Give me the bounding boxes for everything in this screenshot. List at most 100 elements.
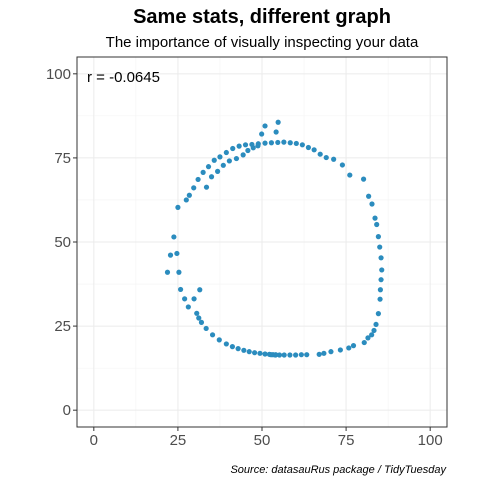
data-point	[377, 287, 383, 293]
data-point	[205, 164, 212, 170]
data-point	[346, 345, 352, 351]
data-point	[273, 352, 279, 358]
data-point	[347, 172, 353, 178]
data-point	[305, 144, 312, 151]
data-point	[208, 174, 215, 180]
data-point	[275, 119, 281, 125]
data-point	[281, 139, 287, 145]
data-point	[371, 327, 377, 334]
data-point	[337, 347, 343, 353]
data-point	[198, 319, 205, 325]
data-point	[178, 286, 184, 293]
data-point	[369, 332, 375, 338]
data-point	[317, 151, 323, 157]
data-point	[268, 140, 275, 146]
axis-ticks: 0 25 50 75 100 0 25 50 75 100	[46, 66, 443, 449]
data-point	[268, 352, 274, 358]
data-point	[191, 185, 197, 191]
data-point	[298, 352, 304, 358]
data-point	[375, 234, 381, 240]
data-point	[304, 352, 310, 358]
data-point	[175, 204, 181, 210]
data-point	[365, 335, 371, 341]
data-point	[242, 142, 249, 148]
data-point	[183, 197, 189, 203]
data-point	[252, 350, 258, 356]
data-point	[378, 277, 384, 283]
data-point	[230, 145, 236, 152]
data-point	[203, 184, 210, 190]
data-point	[331, 156, 337, 162]
data-point	[203, 325, 209, 332]
data-point	[194, 310, 200, 316]
data-point	[299, 142, 305, 148]
y-tick-label: 100	[46, 66, 71, 83]
data-point	[185, 304, 191, 310]
data-point	[220, 162, 226, 168]
data-point	[226, 158, 232, 164]
data-point	[293, 352, 299, 358]
data-point	[287, 140, 293, 146]
data-point	[293, 140, 299, 147]
data-point	[176, 269, 182, 275]
data-point	[217, 154, 223, 160]
data-point	[257, 350, 263, 356]
data-point	[245, 147, 251, 154]
data-point	[240, 152, 246, 158]
data-point	[378, 255, 384, 261]
data-point	[262, 140, 268, 146]
y-tick-label: 0	[63, 402, 71, 419]
data-point	[171, 234, 177, 240]
data-point	[182, 296, 188, 302]
data-point	[246, 349, 252, 355]
data-point	[375, 311, 381, 317]
data-point	[262, 123, 268, 129]
data-point	[369, 201, 375, 207]
data-point	[373, 321, 379, 328]
data-points	[164, 119, 385, 358]
data-point	[223, 341, 229, 347]
data-point	[241, 347, 247, 353]
data-point	[209, 332, 216, 338]
x-tick-label: 0	[90, 432, 98, 449]
data-point	[216, 337, 222, 343]
data-point	[255, 143, 261, 149]
chart-subtitle: The importance of visually inspecting yo…	[106, 34, 419, 51]
data-point	[372, 215, 378, 221]
x-tick-label: 75	[338, 432, 355, 449]
data-point	[323, 154, 329, 161]
data-point	[328, 349, 334, 355]
data-point	[275, 139, 281, 146]
data-point	[374, 221, 380, 228]
x-tick-label: 50	[254, 432, 271, 449]
data-point	[197, 287, 203, 293]
data-point	[211, 157, 217, 163]
data-point	[191, 296, 197, 302]
data-point	[377, 244, 383, 250]
data-point	[235, 346, 241, 352]
data-point	[196, 315, 202, 321]
data-point	[350, 343, 357, 349]
data-point	[195, 176, 201, 183]
data-point	[377, 296, 383, 302]
data-point	[233, 155, 240, 162]
data-point	[164, 269, 171, 275]
data-point	[287, 352, 293, 358]
data-point	[273, 129, 279, 135]
data-point	[259, 131, 265, 137]
data-point	[174, 250, 180, 257]
data-point	[236, 143, 242, 149]
y-tick-label: 25	[54, 318, 71, 335]
chart-title: Same stats, different graph	[133, 6, 391, 28]
data-point	[250, 145, 256, 151]
y-tick-label: 75	[54, 150, 71, 167]
data-point	[361, 339, 367, 346]
data-point	[311, 147, 317, 153]
chart-caption: Source: datasauRus package / TidyTuesday	[230, 464, 447, 476]
data-point	[229, 344, 235, 350]
data-point	[281, 352, 287, 358]
data-point	[223, 149, 229, 156]
data-point	[360, 176, 367, 182]
data-point	[316, 351, 322, 357]
